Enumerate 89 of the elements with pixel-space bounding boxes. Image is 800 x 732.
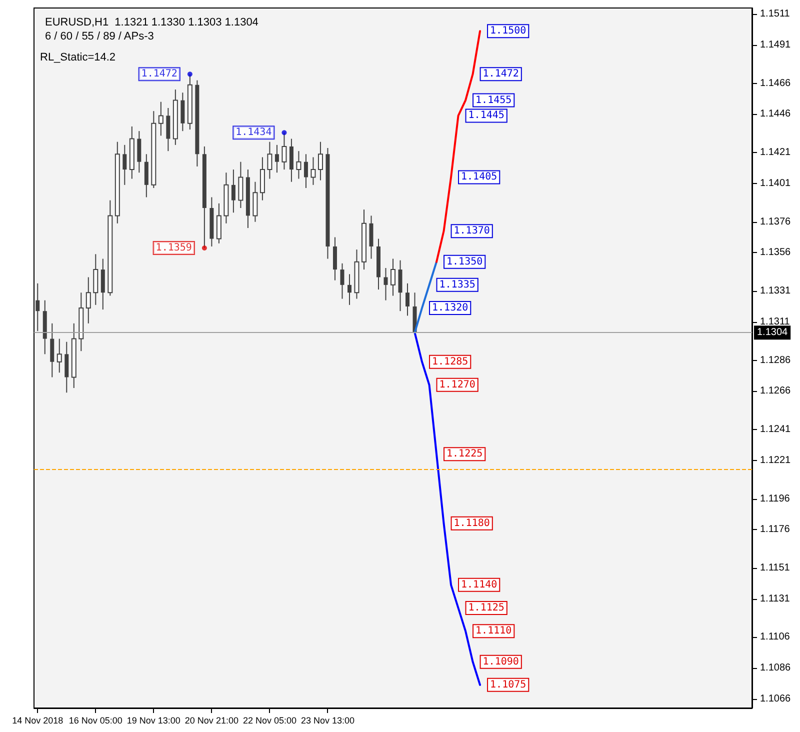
data-label: 1.1225 bbox=[446, 448, 483, 460]
y-tick-label: 1.1196 bbox=[760, 493, 790, 504]
text: EURUSD,H1 1.1321 1.1330 1.1303 1.1304 bbox=[45, 16, 258, 28]
y-tick-label: 1.1421 bbox=[760, 147, 792, 158]
candlestick bbox=[398, 260, 402, 312]
text: 6 / 60 / 55 / 89 / APs-3 bbox=[45, 30, 154, 42]
y-tick-label: 1.1266 bbox=[760, 386, 792, 397]
candlestick bbox=[289, 138, 294, 182]
candlestick bbox=[274, 144, 279, 174]
candlestick bbox=[158, 101, 164, 136]
point bbox=[282, 130, 287, 136]
y-tick-label: 1.1491 bbox=[760, 39, 792, 50]
candlestick bbox=[36, 282, 40, 332]
y-tick-label: 1.1151 bbox=[760, 562, 790, 574]
candlestick bbox=[340, 262, 344, 300]
candlestick bbox=[180, 92, 185, 132]
candlestick bbox=[166, 108, 170, 152]
data-label: 1.1455 bbox=[476, 94, 512, 106]
x-tick-label: 16 Nov 05:00 bbox=[68, 716, 122, 726]
candlestick bbox=[56, 338, 62, 374]
candlestick bbox=[347, 274, 352, 306]
candlestick bbox=[252, 181, 258, 222]
x-tick-label: 22 Nov 05:00 bbox=[242, 716, 296, 726]
y-tick-label: 1.1446 bbox=[760, 108, 792, 120]
candlestick bbox=[304, 154, 308, 188]
y-tick-label: 1.1511 bbox=[760, 8, 790, 20]
y-tick-label: 1.1466 bbox=[760, 78, 792, 89]
y-tick-label: 1.1066 bbox=[760, 693, 792, 704]
data-label: 1.1500 bbox=[490, 26, 526, 37]
y-tick-label: 1.1376 bbox=[760, 216, 792, 228]
x-tick-label: 23 Nov 13:00 bbox=[300, 716, 354, 726]
data-label: 1.1075 bbox=[490, 679, 526, 690]
y-tick-label: 1.1131 bbox=[760, 593, 790, 604]
y-tick-label: 1.1356 bbox=[760, 247, 792, 258]
data-label: 1.1445 bbox=[468, 110, 504, 122]
candlestick bbox=[86, 276, 91, 324]
candlestick bbox=[64, 341, 69, 394]
x-tick-label: 20 Nov 21:00 bbox=[184, 716, 238, 726]
candlestick bbox=[144, 154, 148, 198]
candlestick bbox=[122, 144, 127, 186]
y-tick-label: 1.1401 bbox=[760, 178, 792, 189]
candlestick bbox=[369, 215, 374, 260]
data-label: 1.1350 bbox=[446, 256, 483, 268]
candlestick bbox=[310, 156, 316, 186]
data-label: 1.1285 bbox=[432, 356, 468, 368]
x-tick-label: 19 Nov 13:00 bbox=[126, 716, 180, 726]
candlestick bbox=[332, 236, 337, 281]
y-tick-label: 1.1311 bbox=[760, 316, 790, 328]
y-tick-label: 1.1241 bbox=[760, 424, 792, 436]
data-label: 1.1472 bbox=[141, 68, 178, 80]
candlestick bbox=[282, 132, 287, 170]
data-label: 1.1320 bbox=[432, 302, 468, 314]
candlestick bbox=[318, 141, 323, 181]
y-tick-label: 1.1176 bbox=[760, 524, 790, 536]
candlestick bbox=[50, 322, 54, 378]
y-tick-label: 1.1221 bbox=[760, 454, 792, 466]
data-label: 1.1472 bbox=[482, 68, 519, 80]
y-tick-label: 1.1331 bbox=[760, 286, 792, 297]
data-label: 1.1140 bbox=[461, 579, 498, 590]
candlestick bbox=[137, 130, 142, 174]
data-label: 1.1110 bbox=[476, 626, 512, 637]
data-label: 1.1405 bbox=[461, 172, 498, 183]
data-label: 1.1090 bbox=[482, 656, 519, 668]
candlestick bbox=[93, 254, 98, 306]
y-tick-label: 1.1106 bbox=[760, 632, 790, 643]
candlestick bbox=[296, 150, 302, 180]
data-label: 1.1125 bbox=[468, 602, 504, 614]
candlestick bbox=[231, 169, 236, 214]
data-label: 1.1359 bbox=[156, 242, 192, 254]
candlestick bbox=[406, 282, 410, 316]
data-label: 1.1370 bbox=[454, 226, 490, 237]
candlestick bbox=[390, 258, 396, 296]
y-tick-label: 1.1286 bbox=[760, 354, 792, 366]
x-tick-label: 14 Nov 2018 bbox=[12, 716, 64, 726]
candlestick bbox=[238, 161, 244, 208]
point bbox=[187, 72, 192, 77]
candlestick bbox=[100, 258, 105, 310]
ref-line-label: 1.1304 bbox=[757, 327, 788, 338]
data-label: 1.1270 bbox=[439, 379, 476, 390]
candlestick bbox=[384, 268, 388, 301]
annotation: RL_Static=14.2 bbox=[40, 52, 116, 64]
data-label: 1.1335 bbox=[439, 279, 476, 290]
candlestick bbox=[267, 141, 272, 180]
point bbox=[202, 246, 207, 250]
data-label: 1.1434 bbox=[236, 127, 272, 138]
data-label: 1.1180 bbox=[454, 518, 490, 529]
y-tick-label: 1.1086 bbox=[760, 662, 792, 674]
candlestick bbox=[260, 156, 265, 201]
candlestick bbox=[216, 202, 222, 244]
